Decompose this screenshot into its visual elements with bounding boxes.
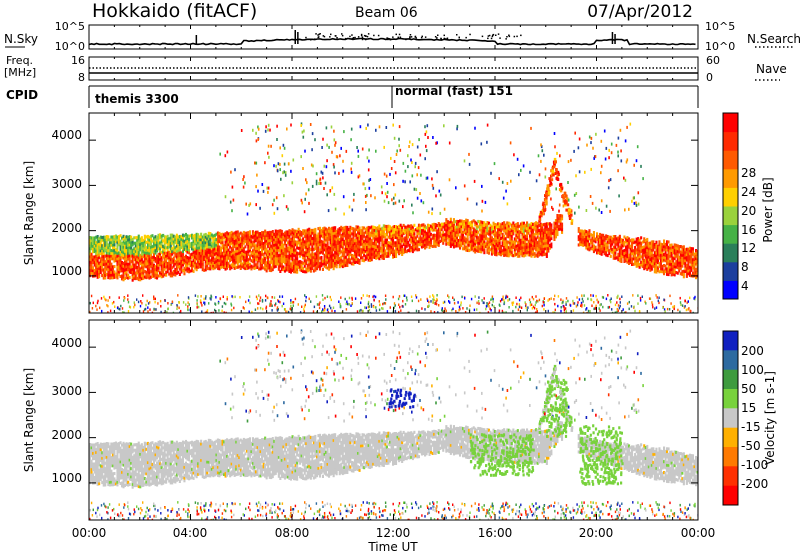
nsky-trace <box>88 30 696 46</box>
beam-title: Beam 06 <box>355 5 418 21</box>
power-ytick-3000: 3000 <box>51 177 82 191</box>
vel-cbar-100: 100 <box>741 363 764 377</box>
velocity-panel: Slant Range [km] 1000 2000 3000 4000 <box>22 319 699 521</box>
freq-panel: Freq. [MHz] 16 8 60 0 Nave <box>4 54 787 84</box>
velocity-y-ticks <box>89 346 698 484</box>
power-ytick-4000: 4000 <box>51 128 82 142</box>
velocity-ytick-4000: 4000 <box>51 336 82 350</box>
power-ylabel: Slant Range [km] <box>22 161 36 265</box>
time-axis: 00:00 04:00 08:00 12:00 16:00 20:00 00:0… <box>72 25 716 554</box>
power-cbar-28: 28 <box>741 166 756 180</box>
power-ytick-2000: 2000 <box>51 221 82 235</box>
power-panel: Slant Range [km] 1000 2000 3000 4000 <box>22 112 699 314</box>
xtick-5: 20:00 <box>579 526 614 540</box>
power-cbar-4: 4 <box>741 279 749 293</box>
power-cbar-20: 20 <box>741 204 756 218</box>
xtick-1: 04:00 <box>173 526 208 540</box>
nsky-tick-bottom: 10^0 <box>55 40 85 53</box>
vel-cbar-m50: -50 <box>741 439 761 453</box>
nsearch-tick-bottom: 10^0 <box>705 40 735 53</box>
nsky-panel: N.Sky 10^5 10^0 10^5 10^0 N.Search <box>4 20 800 53</box>
velocity-ytick-2000: 2000 <box>51 428 82 442</box>
cpid-label: CPID <box>6 88 38 102</box>
xtick-0: 00:00 <box>72 526 107 540</box>
nave-label: Nave <box>756 62 787 76</box>
power-cbar-16: 16 <box>741 223 756 237</box>
cpid-panel: CPID themis 3300 normal (fast) 151 <box>6 84 699 108</box>
vel-cbar-m15: -15 <box>741 420 761 434</box>
vel-cbar-label: Velocity [m s-1] <box>763 371 777 465</box>
power-cbar-12: 12 <box>741 241 756 255</box>
nsky-tick-top: 10^5 <box>55 20 85 33</box>
vel-cbar-15: 15 <box>741 401 756 415</box>
freq-tick-bottom: 8 <box>78 71 85 84</box>
velocity-ytick-1000: 1000 <box>51 471 82 485</box>
cpid-segment-1: themis 3300 <box>95 92 179 106</box>
cpid-segment-2: normal (fast) 151 <box>395 84 513 98</box>
velocity-colorbar: 200 100 50 15 -15 -50 -100 -200 Velocity… <box>722 330 777 506</box>
power-cbar-8: 8 <box>741 260 749 274</box>
power-heatmap <box>89 122 698 313</box>
date-title: 07/Apr/2012 <box>587 2 693 22</box>
nave-tick-top: 60 <box>706 54 720 67</box>
xtick-4: 16:00 <box>478 526 513 540</box>
xtick-3: 12:00 <box>376 526 411 540</box>
xtick-2: 08:00 <box>275 526 310 540</box>
power-ytick-1000: 1000 <box>51 264 82 278</box>
vel-cbar-m100: -100 <box>741 458 768 472</box>
freq-tick-top: 16 <box>71 54 85 67</box>
nave-tick-bottom: 0 <box>706 71 713 84</box>
nsearch-label: N.Search <box>747 32 800 46</box>
power-colorbar: 28 24 20 16 12 8 4 Power [dB] <box>722 112 775 300</box>
freq-label: Freq. <box>6 54 33 67</box>
nsearch-tick-top: 10^5 <box>705 20 735 33</box>
radar-title: Hokkaido (fitACF) <box>92 0 257 22</box>
velocity-heatmap <box>89 329 698 520</box>
power-cbar-label: Power [dB] <box>761 177 775 242</box>
vel-cbar-m200: -200 <box>741 477 768 491</box>
vel-cbar-200: 200 <box>741 344 764 358</box>
velocity-ylabel: Slant Range [km] <box>22 368 36 472</box>
xaxis-label: Time UT <box>367 540 418 554</box>
power-cbar-24: 24 <box>741 185 756 199</box>
vel-cbar-50: 50 <box>741 382 756 396</box>
power-y-ticks <box>89 139 698 277</box>
velocity-ytick-3000: 3000 <box>51 384 82 398</box>
nsky-label: N.Sky <box>4 32 38 46</box>
freq-unit-label: [MHz] <box>4 66 36 79</box>
xtick-6: 00:00 <box>681 526 716 540</box>
